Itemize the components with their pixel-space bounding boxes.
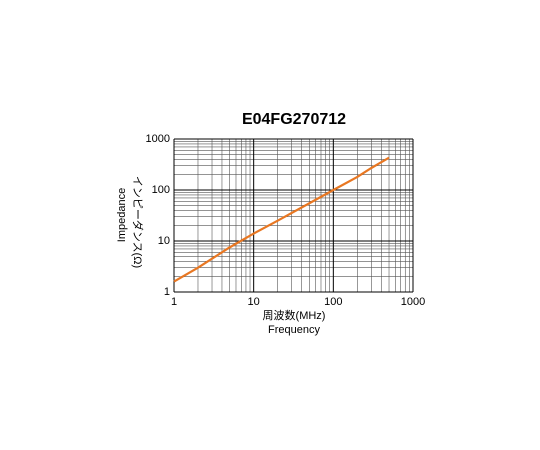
line bbox=[173, 156, 390, 283]
x-tick-label: 1000 bbox=[401, 296, 425, 308]
y-tick-label: 1 bbox=[164, 286, 170, 298]
x-tick-label: 1 bbox=[171, 296, 177, 308]
y-tick-label: 10 bbox=[158, 235, 170, 247]
x-axis-label: 周波数(MHz) bbox=[263, 309, 326, 322]
x-tick-label: 100 bbox=[324, 296, 342, 308]
y-tick-label: 1000 bbox=[146, 133, 170, 145]
y-axis-label: Impedance bbox=[116, 188, 128, 242]
y-axis-label: インピーダンス(Ω) bbox=[131, 176, 145, 268]
x-tick-label: 10 bbox=[248, 296, 260, 308]
chart-title: E04FG270712 bbox=[242, 111, 346, 128]
y-tick-label: 100 bbox=[152, 184, 170, 196]
x-axis-label: Frequency bbox=[268, 324, 320, 336]
